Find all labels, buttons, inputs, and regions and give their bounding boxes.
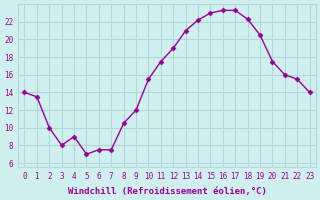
- X-axis label: Windchill (Refroidissement éolien,°C): Windchill (Refroidissement éolien,°C): [68, 187, 267, 196]
